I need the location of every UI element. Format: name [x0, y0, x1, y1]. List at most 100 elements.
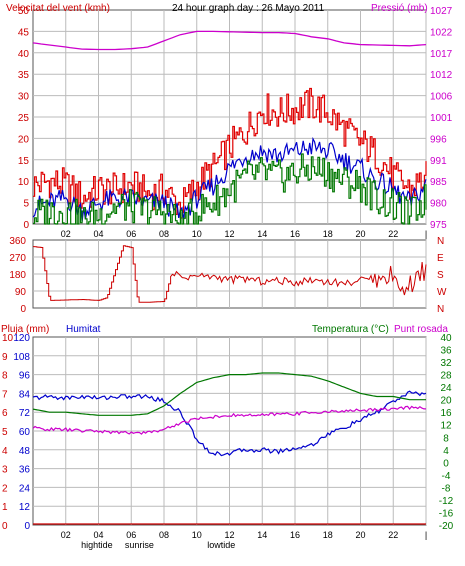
temp-x-axis-labels: 02 04 06 08 10 12 14 16 18 20 22 | hightide sunrise lo… [61, 530, 427, 550]
humidity-y-tick: 36 [19, 465, 31, 476]
direction-y-axis-labels: 0 90 180 270 360 [9, 236, 26, 315]
rain-axis-title: Pluja (mm) [1, 324, 49, 335]
pressure-y-axis-labels: 975 980 985 991 996 1001 1006 1012 1017 1022 1027 [430, 6, 453, 231]
pressure-y-tick: 980 [430, 199, 447, 210]
x-tick-label: 20 [355, 229, 365, 239]
x-tick-label: 12 [224, 229, 234, 239]
temperature-y-tick: 36 [440, 346, 452, 357]
x-tick-label: 22 [388, 229, 398, 239]
temperature-y-tick: 40 [440, 333, 452, 344]
x-tick-label: 02 [61, 229, 71, 239]
humidity-y-tick: 120 [13, 333, 30, 344]
x-tick-label: 14 [257, 530, 267, 540]
x-tick-label: 10 [192, 530, 202, 540]
x-tick-label: 04 [93, 229, 103, 239]
compass-letter: W [437, 287, 447, 298]
wind-y-tick: 0 [23, 220, 29, 231]
x-tick-label: 16 [290, 530, 300, 540]
pressure-y-tick: 985 [430, 177, 447, 188]
rain-y-axis-labels: 0 1 2 3 4 5 6 7 8 9 10 [2, 333, 14, 532]
x-tick-label: 06 [126, 229, 136, 239]
x-tick-label: 20 [355, 530, 365, 540]
pressure-y-tick: 1012 [430, 70, 453, 81]
x-tick-label: 18 [323, 530, 333, 540]
wind-y-tick: 5 [23, 199, 29, 210]
humidity-y-tick: 72 [19, 408, 31, 419]
pressure-y-tick: 1017 [430, 49, 453, 60]
gust-series-line [33, 87, 427, 219]
wind-y-tick: 30 [18, 92, 30, 103]
direction-series-line [33, 245, 427, 303]
pressure-y-tick: 1006 [430, 92, 453, 103]
wind-y-tick: 35 [18, 70, 30, 81]
temperature-y-tick: 12 [440, 421, 452, 432]
lowtide-annotation: lowtide [207, 540, 235, 550]
pressure-series-line [32, 30, 427, 51]
temp-humidity-panel: Pluja (mm) Humitat Temperatura (°C) Punt… [1, 324, 454, 550]
direction-y-tick: 180 [9, 270, 26, 281]
compass-letter: E [437, 253, 444, 264]
pressure-y-tick: 1022 [430, 27, 453, 38]
wind-y-tick: 50 [18, 6, 30, 17]
dewpoint-series-line [32, 405, 426, 435]
wind-axis-title: Velocitat del vent (kmh) [6, 3, 110, 14]
x-tick-label: 10 [192, 229, 202, 239]
wind-pressure-series [32, 30, 427, 225]
temperature-y-tick: -8 [442, 483, 451, 494]
x-tick-label: 18 [323, 229, 333, 239]
direction-y-tick: 90 [15, 287, 27, 298]
x-tick-label: 08 [159, 229, 169, 239]
x-tick-label: | [425, 530, 427, 540]
humidity-axis-title: Humitat [66, 324, 101, 335]
x-tick-label: 08 [159, 530, 169, 540]
humidity-y-tick: 48 [19, 446, 31, 457]
temperature-y-tick: -20 [439, 521, 454, 532]
avg-series-line [32, 136, 427, 222]
wind-y-tick: 25 [18, 113, 30, 124]
wind-y-tick: 40 [18, 49, 30, 60]
rain-y-tick: 8 [2, 371, 8, 382]
x-tick-label: 16 [290, 229, 300, 239]
x-tick-label: 12 [224, 530, 234, 540]
pressure-y-tick: 996 [430, 134, 447, 145]
rain-y-tick: 5 [2, 427, 8, 438]
temperature-axis-title: Temperatura (°C) [312, 324, 389, 335]
dewpoint-axis-title: Punt rosada [394, 324, 448, 335]
temperature-y-tick: 28 [440, 371, 452, 382]
wind-pressure-panel: 0 5 10 15 20 25 30 35 40 45 50 975 980 985 991 996 1001… [6, 3, 453, 249]
temperature-y-tick: 8 [443, 433, 449, 444]
humidity-series-line [32, 390, 427, 457]
rain-y-tick: 10 [2, 333, 14, 344]
pressure-y-tick: 975 [430, 220, 447, 231]
temp-humidity-series [32, 372, 427, 525]
rain-y-tick: 0 [2, 521, 8, 532]
pressure-y-tick: 1027 [430, 6, 453, 17]
rain-y-tick: 9 [2, 352, 8, 363]
temperature-y-tick: 24 [440, 383, 452, 394]
hightide-annotation: hightide [81, 540, 113, 550]
compass-letter: S [437, 270, 444, 281]
wind-y-tick: 45 [18, 27, 30, 38]
pressure-y-tick: 1001 [430, 113, 453, 124]
x-tick-label: 22 [388, 530, 398, 540]
temperature-y-tick: 16 [440, 408, 452, 419]
temperature-series-line [32, 372, 426, 416]
temperature-y-tick: -12 [439, 496, 454, 507]
rain-y-tick: 1 [2, 502, 8, 513]
rain-y-tick: 2 [2, 483, 8, 494]
humidity-y-tick: 84 [19, 389, 31, 400]
temperature-y-tick: 20 [440, 396, 452, 407]
direction-y-tick: 0 [20, 304, 26, 315]
pressure-axis-title: Pressió (mb) [371, 3, 428, 14]
humidity-y-tick: 108 [13, 352, 30, 363]
rain-y-tick: 7 [2, 389, 8, 400]
temperature-y-tick: -16 [439, 508, 454, 519]
x-tick-label: 04 [93, 530, 103, 540]
direction-series [33, 245, 427, 303]
humidity-y-tick: 12 [19, 502, 31, 513]
rain-y-tick: 4 [2, 446, 8, 457]
